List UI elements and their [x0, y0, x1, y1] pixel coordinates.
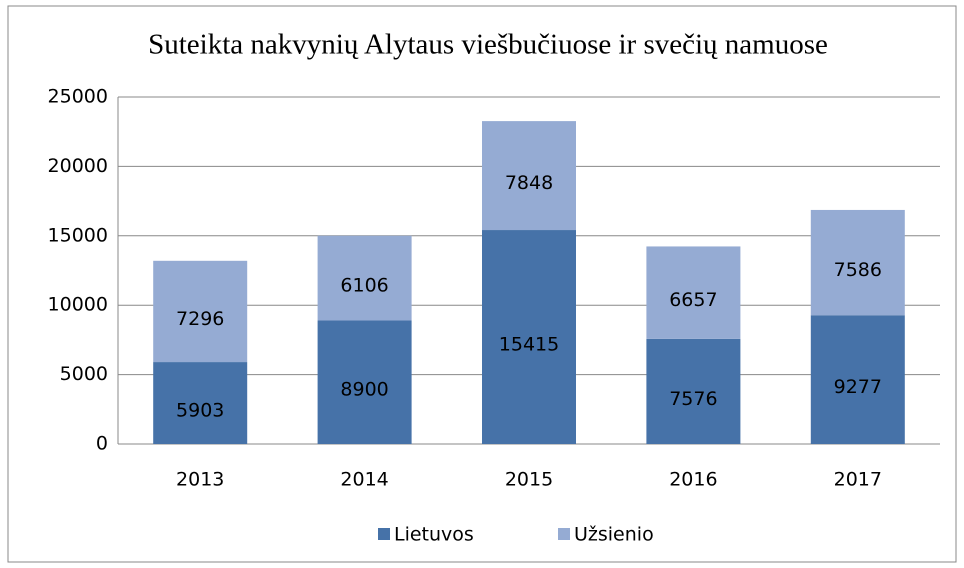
bar-segment: [646, 246, 741, 339]
data-label: 8900: [340, 379, 388, 401]
x-tick-label: 2013: [176, 469, 224, 491]
legend-swatch: [378, 528, 390, 540]
data-label: 5903: [176, 400, 224, 422]
bar-segment: [646, 338, 741, 444]
data-label: 7296: [176, 308, 224, 330]
bar-segment: [482, 230, 576, 444]
x-tick-label: 2016: [669, 469, 717, 491]
x-tick-label: 2015: [505, 469, 553, 491]
legend-label: Lietuvos: [394, 524, 474, 546]
bar-segment: [153, 260, 248, 363]
data-label: 6657: [669, 289, 717, 311]
data-label: 6106: [340, 275, 388, 297]
chart-title: Suteikta nakvynių Alytaus viešbučiuose i…: [148, 29, 828, 61]
data-label: 15415: [499, 334, 559, 356]
y-tick-label: 10000: [48, 294, 108, 316]
data-label: 7586: [834, 259, 882, 281]
data-label: 7848: [505, 172, 553, 194]
x-tick-label: 2014: [340, 469, 388, 491]
bar-segment: [153, 362, 248, 444]
data-label: 9277: [834, 376, 882, 398]
legend-swatch: [558, 528, 570, 540]
y-tick-label: 20000: [48, 155, 108, 177]
y-tick-label: 25000: [48, 86, 108, 108]
legend-label: Užsienio: [574, 524, 654, 546]
bar-segment: [810, 209, 905, 316]
bar-segment: [317, 320, 412, 444]
bar-segment: [482, 121, 576, 231]
y-tick-label: 0: [96, 433, 108, 455]
y-tick-label: 15000: [48, 224, 108, 246]
data-label: 7576: [669, 388, 717, 410]
y-tick-label: 5000: [60, 363, 108, 385]
bar-segment: [317, 235, 412, 321]
x-tick-label: 2017: [834, 469, 882, 491]
bar-segment: [810, 315, 905, 444]
